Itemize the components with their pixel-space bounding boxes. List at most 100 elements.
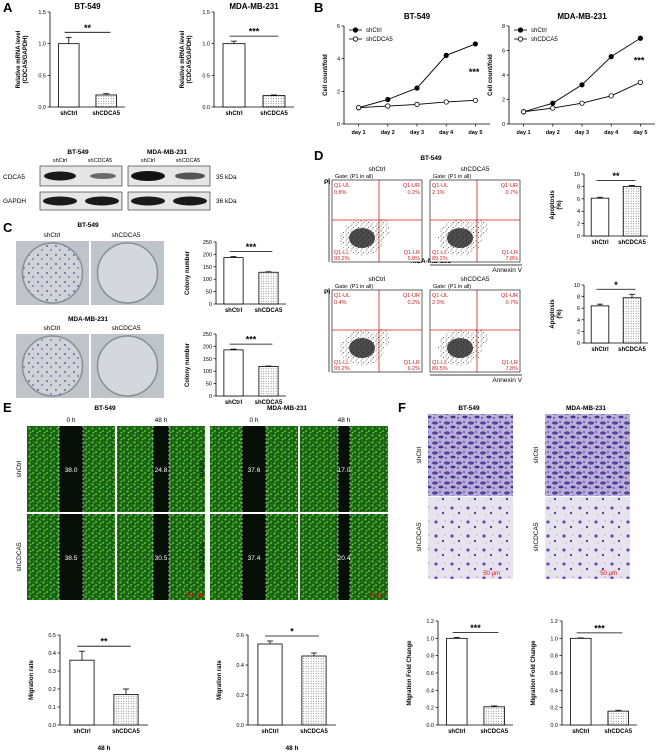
chart-f-mda: 0.0 0.2 0.4 0.6 0.8 1.0 1.2 Migration Fold Chan… bbox=[531, 619, 637, 735]
blot-line-mda: MDA-MB-231 bbox=[147, 149, 187, 156]
y-tick-label: 2 bbox=[337, 89, 340, 95]
transwell-row-shcdca5-2: shCDCA5 bbox=[533, 522, 540, 551]
flow-cell-scatter bbox=[472, 219, 488, 237]
flow-quad-ul-name: Q1-UL bbox=[432, 293, 448, 299]
y-tick-label: 150 bbox=[203, 357, 212, 363]
y-tick-label: 0.0 bbox=[48, 723, 56, 729]
significance-label: *** bbox=[469, 67, 480, 77]
wound-scale-bar: 50 μm bbox=[369, 593, 386, 599]
flow-col-label: shCtrl bbox=[369, 276, 387, 283]
data-point bbox=[385, 96, 391, 103]
significance-label: ** bbox=[84, 23, 92, 33]
y-tick-label: 4 bbox=[577, 209, 580, 215]
data-point bbox=[550, 105, 556, 111]
wound-row-label: shCtrl bbox=[16, 460, 23, 478]
band-mda-cdca5-shctrl bbox=[131, 171, 165, 181]
panel-letter-f: F bbox=[398, 400, 406, 415]
y-axis-label: Apoptosis(%) bbox=[550, 190, 563, 220]
colony-plate-bt549-shcdca5 bbox=[96, 242, 159, 304]
y-tick-label: 0.3 bbox=[48, 669, 56, 675]
significance-label: *** bbox=[246, 335, 257, 345]
y-tick-label: 10 bbox=[574, 172, 580, 178]
data-point bbox=[472, 41, 478, 47]
transwell-row-shctrl-2: shCtrl bbox=[533, 446, 540, 464]
y-tick-label: 6 bbox=[577, 197, 580, 203]
flow-quad-ur-value: 0.2% bbox=[407, 300, 420, 306]
y-tick-label: 1.2 bbox=[426, 619, 434, 625]
y-tick-label: 0.2 bbox=[236, 693, 244, 699]
bar bbox=[222, 43, 246, 108]
significance-label: *** bbox=[470, 623, 481, 633]
y-tick-label: 1.0 bbox=[202, 42, 210, 48]
flow-quad-ll-value: 89.5% bbox=[432, 366, 448, 372]
chart-c-bt549: 0 50 100 150 200 250 Colony number shCtrl shCDCA… bbox=[185, 240, 286, 314]
y-tick-label: 0 bbox=[209, 302, 212, 308]
panel-letter-a: A bbox=[3, 0, 13, 15]
significance-label: *** bbox=[634, 55, 645, 65]
x-tick-label: day 2 bbox=[546, 130, 560, 136]
flow-cell-scatter bbox=[472, 329, 488, 347]
x-tick-label: shCDCA5 bbox=[618, 240, 646, 246]
bar bbox=[58, 43, 80, 108]
data-point bbox=[579, 82, 585, 88]
y-axis-label: Cell count/fold bbox=[323, 54, 329, 96]
colony-plate-bt549-shctrl bbox=[21, 242, 84, 304]
data-point bbox=[414, 85, 420, 91]
x-tick-label: day 4 bbox=[439, 130, 454, 136]
significance-label: * bbox=[290, 627, 294, 637]
legend-marker bbox=[517, 36, 524, 42]
x-tick-label: shCDCA5 bbox=[300, 729, 328, 735]
wound-row-label: shCtrl bbox=[199, 460, 206, 478]
colony-plate-mda-shctrl bbox=[21, 335, 84, 397]
y-tick-label: 0.8 bbox=[426, 654, 434, 660]
y-tick-label: 200 bbox=[203, 252, 212, 258]
significance-label: * bbox=[614, 280, 618, 290]
flow-quad-ur-name: Q1-UR bbox=[403, 183, 420, 189]
flow-quad-ur-value: 0.7% bbox=[505, 190, 518, 196]
flow-cell-core bbox=[349, 228, 375, 248]
y-tick-label: 1.0 bbox=[426, 636, 434, 642]
band-bt549-gapdh-shcdca5 bbox=[85, 196, 119, 206]
data-point bbox=[414, 101, 420, 108]
flow-gate-label: Gate: (P1 in all) bbox=[335, 174, 373, 180]
colony-col-shcdca5-2: shCDCA5 bbox=[112, 325, 141, 332]
flow-y-label: PI bbox=[324, 179, 330, 186]
y-tick-label: 1.2 bbox=[550, 619, 558, 625]
flow-quad-ll-value: 93.2% bbox=[334, 256, 350, 262]
flow-quad-lr-name: Q1-LR bbox=[502, 250, 518, 256]
y-tick-label: 0 bbox=[502, 122, 505, 128]
y-tick-label: 0 bbox=[337, 122, 340, 128]
x-tick-label: day 5 bbox=[633, 130, 647, 136]
y-tick-label: 0.4 bbox=[426, 688, 434, 694]
y-tick-label: 4 bbox=[577, 318, 580, 324]
flow-quad-ul-name: Q1-UL bbox=[334, 183, 350, 189]
data-point bbox=[579, 100, 585, 106]
wound-gap bbox=[338, 514, 350, 600]
series-line bbox=[358, 43, 476, 109]
transwell-line-bt549: BT-549 bbox=[458, 405, 480, 412]
y-tick-label: 0.4 bbox=[550, 688, 558, 694]
y-tick-label: 0.2 bbox=[48, 687, 56, 693]
chart-a-mda: 0.0 0.5 1.0 1.5 MDA-MB-231 Relative mRNA leve… bbox=[180, 2, 294, 117]
transwell-row-shcdca5-1: shCDCA5 bbox=[416, 522, 423, 551]
data-point bbox=[608, 54, 614, 60]
significance-label: *** bbox=[249, 27, 260, 37]
y-tick-label: 0.8 bbox=[550, 654, 558, 660]
panel-letter-e: E bbox=[3, 400, 12, 415]
flow-gate-label: Gate: (P1 in all) bbox=[335, 284, 373, 290]
wound-gap bbox=[242, 426, 266, 512]
bar bbox=[113, 694, 139, 726]
x-tick-label: shCtrl bbox=[225, 400, 243, 406]
flow-quad-lr-value: 7.8% bbox=[505, 366, 518, 372]
colony-col-shctrl-1: shCtrl bbox=[44, 232, 62, 239]
blot-box-bt549-cdca5 bbox=[39, 165, 123, 187]
y-tick-label: 100 bbox=[203, 277, 212, 283]
chart-f-bt549: 0.0 0.2 0.4 0.6 0.8 1.0 1.2 Migration Fold Chan… bbox=[407, 619, 513, 735]
chart-b-bt549: 0 2 4 6 day 1 day 2 day 3 day 4 day 5 BT-549 Cell … bbox=[323, 12, 490, 136]
x-tick-label: day 3 bbox=[410, 130, 424, 136]
x-tick-label: day 5 bbox=[468, 130, 482, 136]
x-tick-label: shCtrl bbox=[591, 347, 609, 353]
flow-quad-lr-value: 6.2% bbox=[407, 366, 420, 372]
y-tick-label: 0 bbox=[577, 234, 580, 240]
legend-marker bbox=[352, 27, 359, 33]
